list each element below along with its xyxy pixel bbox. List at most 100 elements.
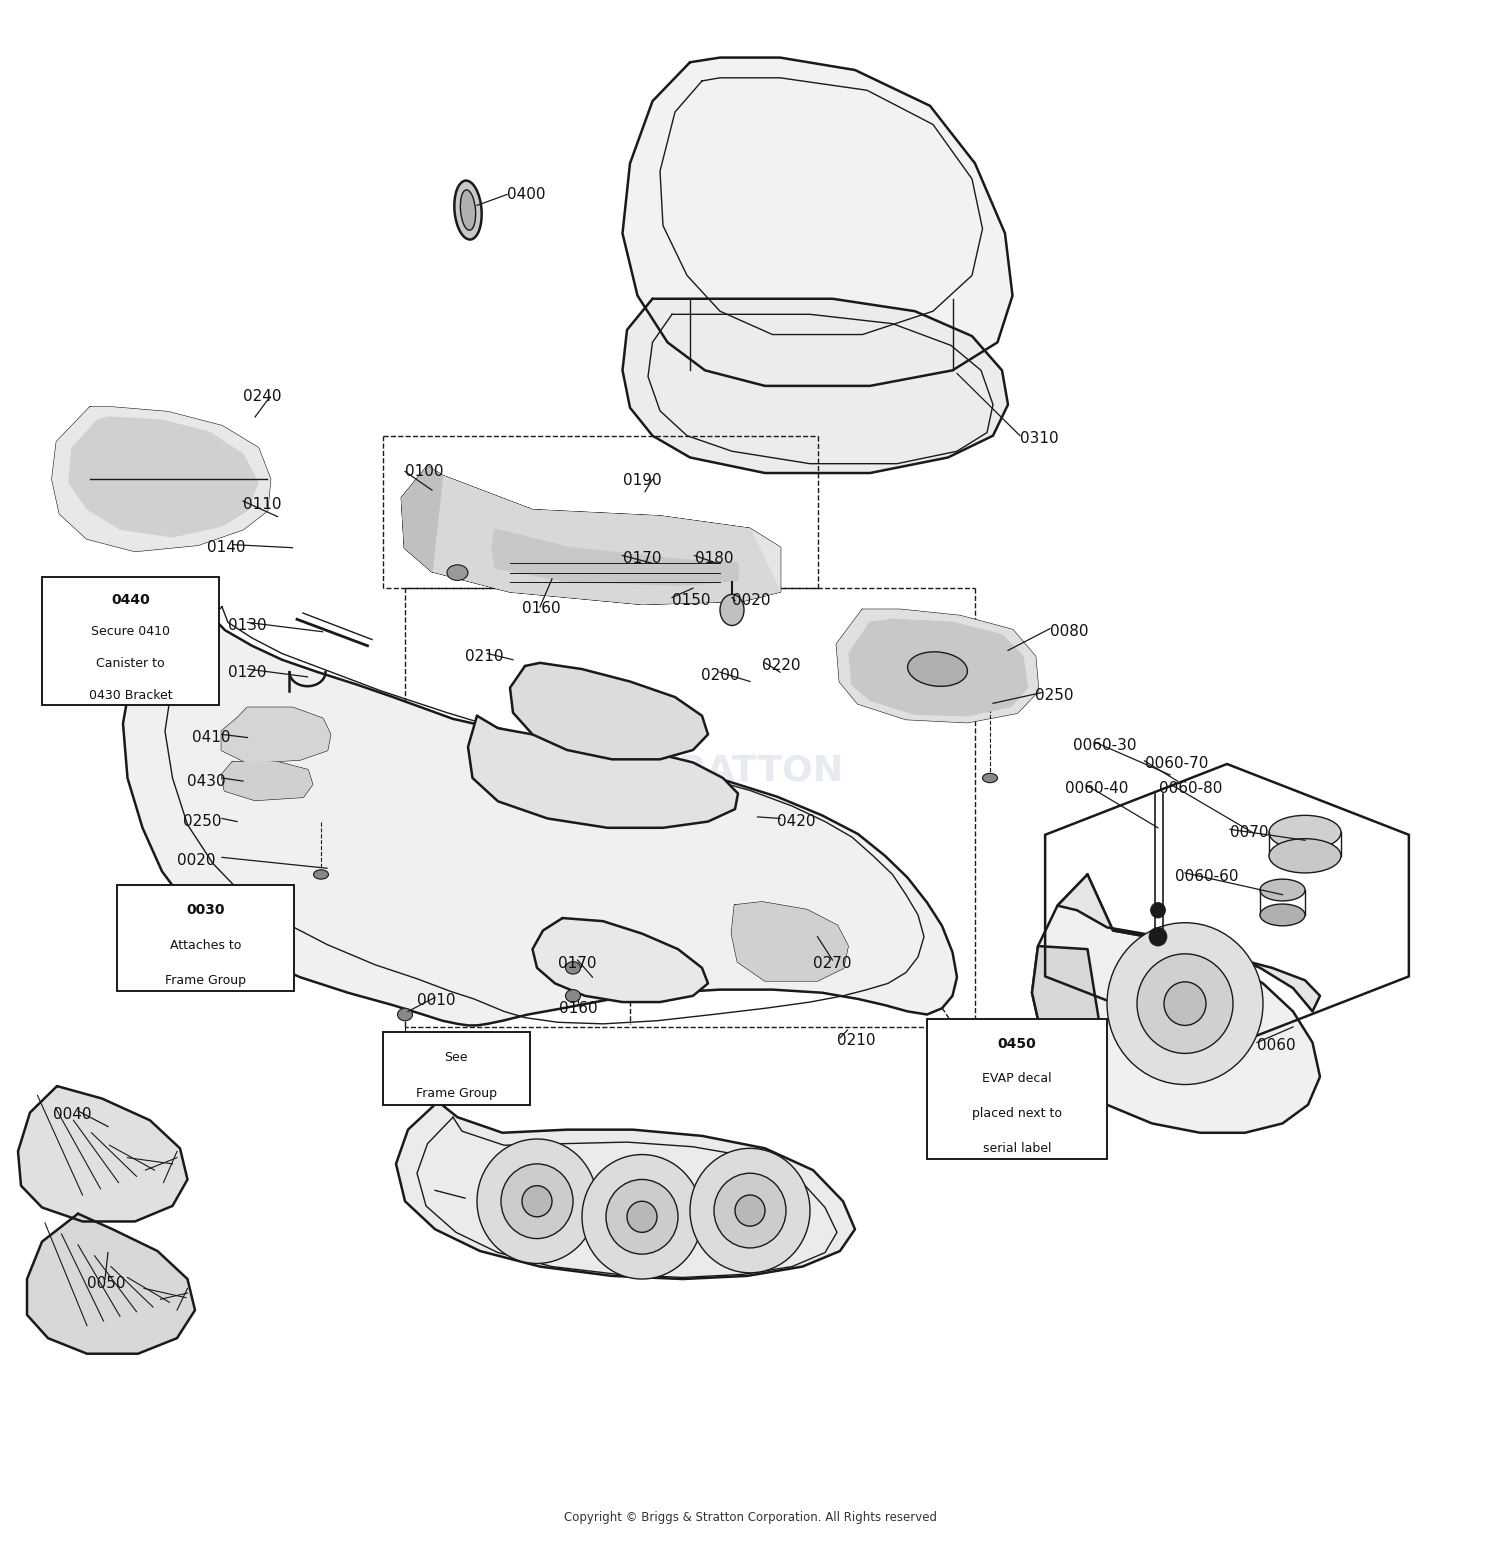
Polygon shape xyxy=(1032,946,1102,1077)
Text: EVAP decal: EVAP decal xyxy=(982,1072,1052,1085)
Text: 0060-30: 0060-30 xyxy=(1072,738,1136,753)
Text: 0060-70: 0060-70 xyxy=(1144,756,1208,772)
Text: 0030: 0030 xyxy=(186,902,225,916)
Text: 0020: 0020 xyxy=(177,853,216,868)
Ellipse shape xyxy=(314,870,328,879)
Text: 0160: 0160 xyxy=(522,601,561,616)
Text: serial label: serial label xyxy=(982,1142,1052,1155)
Circle shape xyxy=(735,1195,765,1226)
Text: 0060-80: 0060-80 xyxy=(1160,781,1222,797)
Polygon shape xyxy=(123,588,957,1025)
Polygon shape xyxy=(732,902,848,980)
Polygon shape xyxy=(396,1102,855,1279)
Text: 0250: 0250 xyxy=(1035,688,1074,703)
Polygon shape xyxy=(18,1086,188,1221)
Polygon shape xyxy=(222,708,330,762)
Polygon shape xyxy=(1058,874,1320,1011)
Text: 0310: 0310 xyxy=(1020,431,1059,447)
Text: 0060: 0060 xyxy=(1257,1038,1296,1053)
Circle shape xyxy=(501,1164,573,1239)
Polygon shape xyxy=(468,716,738,828)
Text: Secure 0410: Secure 0410 xyxy=(92,626,170,638)
Polygon shape xyxy=(849,619,1028,716)
Polygon shape xyxy=(622,58,1013,386)
Text: Attaches to: Attaches to xyxy=(170,938,242,952)
Text: 0130: 0130 xyxy=(228,618,267,633)
Circle shape xyxy=(1107,923,1263,1085)
Text: 0420: 0420 xyxy=(777,814,816,829)
Circle shape xyxy=(582,1155,702,1279)
Text: Canister to: Canister to xyxy=(96,657,165,671)
Polygon shape xyxy=(1032,874,1320,1133)
Text: See: See xyxy=(444,1050,468,1064)
Circle shape xyxy=(1150,902,1166,918)
Text: Frame Group: Frame Group xyxy=(165,974,246,987)
Text: 0150: 0150 xyxy=(672,593,711,608)
Circle shape xyxy=(1137,954,1233,1053)
Circle shape xyxy=(1164,982,1206,1025)
Text: 0120: 0120 xyxy=(228,664,267,680)
Text: 0040: 0040 xyxy=(53,1106,92,1122)
Text: 0110: 0110 xyxy=(243,496,282,512)
Text: 0400: 0400 xyxy=(507,187,546,202)
Text: 0020: 0020 xyxy=(732,593,771,608)
Polygon shape xyxy=(53,408,270,551)
Circle shape xyxy=(606,1179,678,1254)
Circle shape xyxy=(690,1148,810,1273)
Polygon shape xyxy=(622,299,1008,473)
Ellipse shape xyxy=(908,652,968,686)
Text: 0190: 0190 xyxy=(622,473,662,489)
Ellipse shape xyxy=(447,565,468,580)
Ellipse shape xyxy=(1260,879,1305,901)
Bar xyxy=(42,577,219,705)
Text: 0170: 0170 xyxy=(622,551,662,566)
Text: 0430 Bracket: 0430 Bracket xyxy=(88,689,172,702)
Polygon shape xyxy=(222,762,312,800)
Text: 0080: 0080 xyxy=(1050,624,1089,640)
Bar xyxy=(382,1032,530,1105)
Text: 0240: 0240 xyxy=(243,389,282,405)
Text: 0160: 0160 xyxy=(560,1001,598,1016)
Polygon shape xyxy=(510,663,708,759)
Text: 0180: 0180 xyxy=(694,551,734,566)
Ellipse shape xyxy=(720,594,744,626)
Ellipse shape xyxy=(1269,839,1341,873)
Text: 0140: 0140 xyxy=(207,540,246,555)
Text: BRIGGS & STRATTON: BRIGGS & STRATTON xyxy=(417,753,843,787)
Ellipse shape xyxy=(454,180,482,240)
Polygon shape xyxy=(69,417,258,537)
Text: 0050: 0050 xyxy=(87,1276,126,1291)
Text: 0450: 0450 xyxy=(998,1036,1036,1050)
Text: 0210: 0210 xyxy=(837,1033,876,1049)
Polygon shape xyxy=(532,918,708,1002)
Text: 0100: 0100 xyxy=(405,464,444,479)
Text: 0250: 0250 xyxy=(183,814,222,829)
Text: 0010: 0010 xyxy=(417,993,456,1008)
Polygon shape xyxy=(402,467,780,604)
Polygon shape xyxy=(492,529,738,585)
Text: Copyright © Briggs & Stratton Corporation. All Rights reserved: Copyright © Briggs & Stratton Corporatio… xyxy=(564,1511,936,1523)
Text: 0440: 0440 xyxy=(111,593,150,607)
Bar xyxy=(117,885,294,991)
Polygon shape xyxy=(27,1214,195,1354)
Text: placed next to: placed next to xyxy=(972,1108,1062,1120)
Circle shape xyxy=(714,1173,786,1248)
Circle shape xyxy=(627,1201,657,1232)
Ellipse shape xyxy=(566,962,580,974)
Circle shape xyxy=(1149,927,1167,946)
Text: 0060-60: 0060-60 xyxy=(1174,868,1238,884)
Ellipse shape xyxy=(1260,904,1305,926)
Circle shape xyxy=(477,1139,597,1263)
Bar xyxy=(927,1019,1107,1159)
Ellipse shape xyxy=(398,1008,412,1021)
Text: 0200: 0200 xyxy=(700,668,740,683)
Circle shape xyxy=(522,1186,552,1217)
Text: 0060-40: 0060-40 xyxy=(1065,781,1128,797)
Polygon shape xyxy=(402,467,442,571)
Ellipse shape xyxy=(982,773,998,783)
Text: 0410: 0410 xyxy=(192,730,231,745)
Ellipse shape xyxy=(1269,815,1341,850)
Text: 0170: 0170 xyxy=(558,955,597,971)
Text: Frame Group: Frame Group xyxy=(416,1088,497,1100)
Text: 0210: 0210 xyxy=(465,649,504,664)
